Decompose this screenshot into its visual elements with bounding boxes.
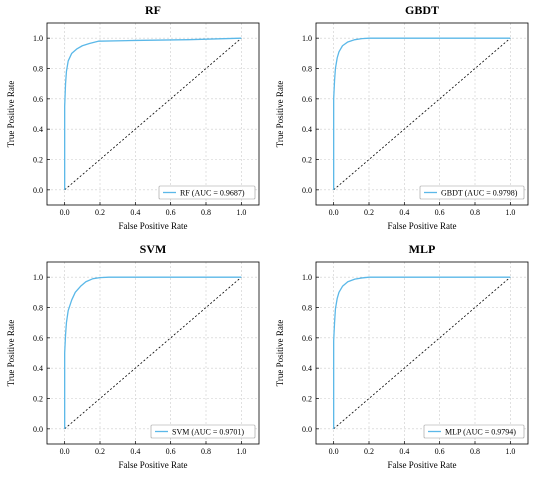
y-axis-label: True Positive Rate [275,81,285,148]
y-tick-label: 0.6 [302,95,312,104]
legend-label: SVM (AUC = 0.9701) [172,428,244,437]
x-tick-label: 0.4 [130,208,140,217]
x-axis-label: False Positive Rate [119,221,188,231]
x-tick-label: 0.0 [329,447,339,456]
x-tick-label: 0.4 [399,447,409,456]
roc-panel-mlp: MLP 0.0 0.2 0.4 0.6 0.8 1.0 0.0 0.2 0.4 0.6 0.8 1.0 F… [275,242,529,470]
legend-box [423,424,525,439]
legend-label: GBDT (AUC = 0.9798) [441,189,518,198]
y-tick-label: 1.0 [302,273,312,282]
y-tick-label: 0.8 [33,65,43,74]
x-tick-label: 0.0 [329,208,339,217]
y-tick-label: 0.4 [33,364,43,373]
chart-title: RF [145,3,161,17]
x-axis-label: False Positive Rate [388,221,457,231]
legend: MLP (AUC = 0.9794) [423,424,525,439]
y-tick-label: 0.6 [302,334,312,343]
y-tick-label: 0.0 [302,186,312,195]
x-tick-label: 1.0 [505,447,515,456]
y-tick-label: 0.6 [33,95,43,104]
roc-panel-rf: RF 0.0 0.2 0.4 0.6 0.8 1.0 0.0 0.2 0.4 0.6 0.8 1.0 Fa… [6,3,260,231]
y-tick-label: 0.4 [33,125,43,134]
x-tick-label: 0.6 [435,447,445,456]
legend-box [158,185,256,200]
diagonal-reference-line [64,276,242,430]
x-tick-label: 0.8 [201,447,211,456]
roc-curve [64,37,242,190]
x-tick-label: 0.4 [130,447,140,456]
y-tick-label: 0.2 [302,156,312,165]
x-tick-label: 0.0 [60,208,70,217]
x-tick-label: 0.2 [95,208,105,217]
y-tick-label: 0.0 [33,425,43,434]
y-tick-label: 0.8 [302,304,312,313]
plot-frame [315,22,529,206]
y-tick-label: 0.8 [302,65,312,74]
roc-panel-svm: SVM 0.0 0.2 0.4 0.6 0.8 1.0 0.0 0.2 0.4 0.6 0.8 1.0 F… [6,242,260,470]
y-tick-label: 1.0 [33,34,43,43]
y-tick-label: 0.0 [302,425,312,434]
y-axis-label: True Positive Rate [6,320,16,387]
y-tick-label: 0.8 [33,304,43,313]
legend-label: MLP (AUC = 0.9794) [445,428,516,437]
roc-curve [64,276,242,429]
chart-title: GBDT [405,3,439,17]
roc-curve [333,37,511,190]
legend: GBDT (AUC = 0.9798) [419,185,525,200]
x-tick-label: 1.0 [505,208,515,217]
legend: RF (AUC = 0.9687) [158,185,256,200]
x-tick-label: 0.6 [435,208,445,217]
y-tick-label: 0.4 [302,125,312,134]
chart-title: SVM [140,242,167,256]
x-axis-label: False Positive Rate [388,460,457,470]
y-tick-label: 1.0 [302,34,312,43]
chart-title: MLP [409,242,436,256]
plot-frame [46,22,260,206]
diagonal-reference-line [333,37,511,191]
y-tick-label: 0.2 [33,395,43,404]
y-tick-label: 0.2 [302,395,312,404]
x-tick-label: 0.2 [364,208,374,217]
y-axis-label: True Positive Rate [6,81,16,148]
roc-curve [333,276,511,429]
x-tick-label: 0.2 [364,447,374,456]
legend-box [419,185,525,200]
y-tick-label: 0.0 [33,186,43,195]
diagonal-reference-line [333,276,511,430]
x-tick-label: 0.4 [399,208,409,217]
x-tick-label: 1.0 [236,208,246,217]
y-tick-label: 0.2 [33,156,43,165]
x-tick-label: 0.2 [95,447,105,456]
plot-frame [315,261,529,445]
x-tick-label: 0.6 [166,208,176,217]
x-tick-label: 0.8 [470,208,480,217]
y-tick-label: 0.6 [33,334,43,343]
y-tick-label: 0.4 [302,364,312,373]
x-tick-label: 0.0 [60,447,70,456]
x-tick-label: 0.6 [166,447,176,456]
legend: SVM (AUC = 0.9701) [150,424,256,439]
plot-frame [46,261,260,445]
roc-panel-gbdt: GBDT 0.0 0.2 0.4 0.6 0.8 1.0 0.0 0.2 0.4 0.6 0.8 1.0… [275,3,529,231]
legend-box [150,424,256,439]
x-tick-label: 0.8 [470,447,480,456]
x-tick-label: 0.8 [201,208,211,217]
x-axis-label: False Positive Rate [119,460,188,470]
y-axis-label: True Positive Rate [275,320,285,387]
y-tick-label: 1.0 [33,273,43,282]
x-tick-label: 1.0 [236,447,246,456]
diagonal-reference-line [64,37,242,191]
legend-label: RF (AUC = 0.9687) [180,189,245,198]
